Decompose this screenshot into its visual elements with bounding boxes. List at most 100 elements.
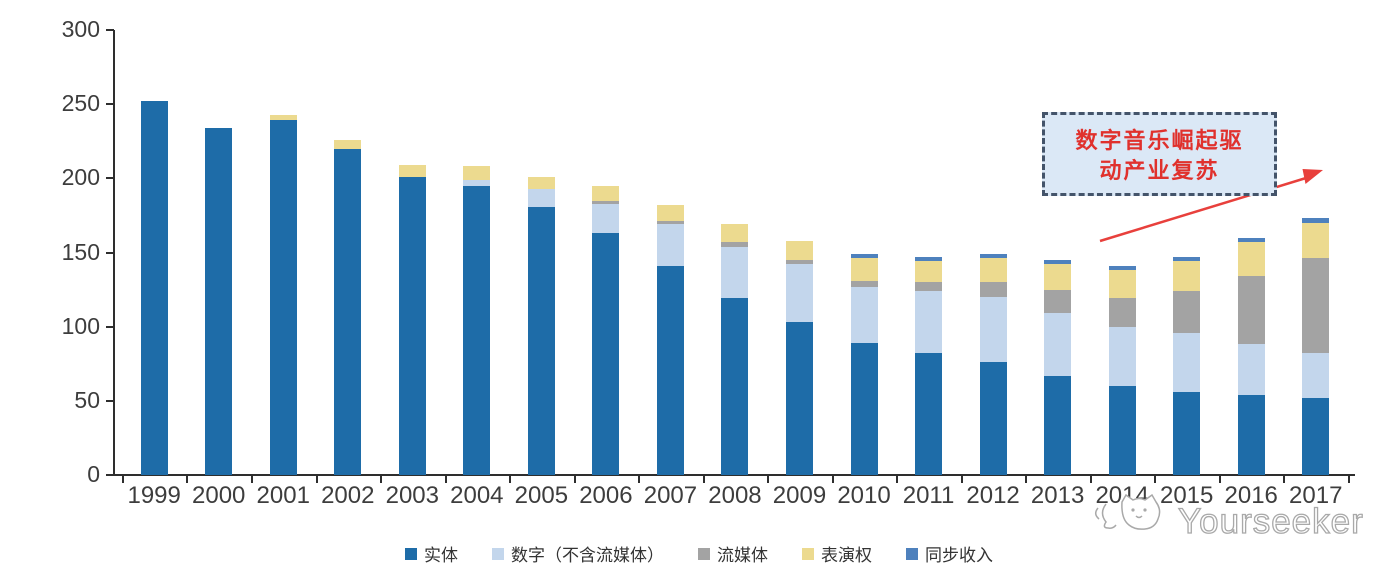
bar-segment-实体 bbox=[592, 233, 620, 475]
bar-segment-实体 bbox=[850, 343, 878, 475]
bar-segment-表演权 bbox=[1302, 223, 1330, 258]
legend-item: 实体 bbox=[405, 541, 458, 566]
x-tick-mark bbox=[250, 476, 253, 483]
bar-2001 bbox=[269, 0, 297, 475]
x-tick-label: 2012 bbox=[966, 482, 1020, 509]
bar-2006 bbox=[592, 0, 620, 475]
x-tick-label: 2000 bbox=[192, 482, 246, 509]
legend-swatch-icon bbox=[698, 547, 710, 560]
legend-item: 流媒体 bbox=[698, 541, 768, 566]
bar-segment-同步收入 bbox=[850, 254, 878, 258]
bar-segment-数字（不含流媒体） bbox=[1302, 353, 1330, 398]
bar-segment-表演权 bbox=[398, 165, 426, 177]
bar-2002 bbox=[334, 0, 362, 475]
bar-1999 bbox=[140, 0, 168, 475]
x-tick-mark bbox=[380, 476, 383, 483]
y-tick-label: 250 bbox=[61, 90, 100, 117]
bar-segment-表演权 bbox=[269, 115, 297, 120]
bar-segment-表演权 bbox=[786, 241, 813, 260]
bar-2003 bbox=[398, 0, 426, 475]
cat-face-logo-icon bbox=[1095, 494, 1161, 530]
bar-2004 bbox=[463, 0, 491, 475]
x-tick-mark bbox=[509, 476, 512, 483]
bar-segment-实体 bbox=[463, 186, 491, 475]
x-tick-label: 2010 bbox=[837, 482, 891, 509]
bar-2014 bbox=[1108, 0, 1136, 475]
bar-segment-表演权 bbox=[979, 258, 1007, 282]
bar-segment-表演权 bbox=[592, 186, 620, 201]
x-tick-label: 2001 bbox=[256, 482, 310, 509]
bar-segment-表演权 bbox=[1108, 270, 1136, 298]
x-tick-label: 2002 bbox=[321, 482, 375, 509]
bar-segment-数字（不含流媒体） bbox=[1108, 327, 1136, 386]
y-tick-mark bbox=[106, 399, 114, 402]
x-tick-label: 2007 bbox=[643, 482, 698, 509]
x-tick-mark bbox=[1283, 476, 1286, 483]
y-tick-mark bbox=[106, 474, 114, 476]
bar-segment-实体 bbox=[915, 353, 943, 475]
x-tick-label: 2013 bbox=[1030, 482, 1085, 509]
bar-2010 bbox=[850, 0, 878, 475]
x-tick-mark bbox=[767, 476, 770, 483]
y-tick-label: 50 bbox=[74, 386, 100, 413]
y-tick-label: 100 bbox=[61, 312, 100, 339]
bar-segment-流媒体 bbox=[979, 282, 1007, 297]
bar-2011 bbox=[915, 0, 943, 475]
bar-2017 bbox=[1302, 0, 1330, 475]
x-tick-mark bbox=[638, 476, 641, 483]
bar-segment-流媒体 bbox=[1108, 298, 1136, 327]
yourseeker-watermark: Yourseeker bbox=[1092, 494, 1364, 552]
watermark-text: Yourseeker bbox=[1177, 501, 1364, 541]
x-tick-mark bbox=[960, 476, 963, 483]
bar-segment-流媒体 bbox=[1302, 258, 1330, 353]
bar-segment-同步收入 bbox=[915, 257, 943, 261]
bar-segment-实体 bbox=[721, 298, 749, 475]
x-tick-label: 2011 bbox=[902, 482, 955, 509]
bar-segment-表演权 bbox=[721, 224, 749, 242]
y-tick-label: 0 bbox=[87, 461, 100, 487]
legend-label: 表演权 bbox=[821, 546, 872, 565]
bar-2000 bbox=[205, 0, 233, 475]
bar-segment-流媒体 bbox=[1044, 290, 1072, 313]
x-tick-label: 2017 bbox=[1289, 482, 1343, 509]
legend-label: 数字（不含流媒体） bbox=[511, 546, 664, 565]
bar-segment-同步收入 bbox=[979, 254, 1007, 258]
x-tick-label: 2006 bbox=[579, 482, 633, 509]
bar-segment-实体 bbox=[334, 149, 362, 475]
x-tick-label: 2005 bbox=[514, 482, 569, 509]
x-tick-mark bbox=[1348, 476, 1350, 483]
bar-segment-实体 bbox=[656, 266, 684, 475]
bar-segment-流媒体 bbox=[786, 260, 813, 264]
bar-segment-实体 bbox=[786, 322, 813, 475]
bar-2005 bbox=[527, 0, 555, 475]
y-tick-label: 150 bbox=[61, 238, 100, 265]
bar-2016 bbox=[1237, 0, 1265, 475]
y-axis bbox=[113, 30, 115, 476]
bar-2008 bbox=[721, 0, 749, 475]
x-tick-mark bbox=[121, 476, 124, 483]
bar-segment-实体 bbox=[1302, 398, 1330, 475]
x-tick-label: 2015 bbox=[1159, 482, 1214, 509]
bar-segment-实体 bbox=[527, 207, 555, 475]
legend-label: 同步收入 bbox=[925, 546, 993, 565]
legend-label: 流媒体 bbox=[717, 546, 768, 565]
bar-segment-实体 bbox=[269, 120, 297, 475]
bar-segment-实体 bbox=[1044, 376, 1072, 475]
bar-2013 bbox=[1044, 0, 1072, 475]
x-tick-mark bbox=[573, 476, 576, 483]
y-tick-mark bbox=[106, 325, 114, 328]
x-tick-mark bbox=[444, 476, 447, 483]
bar-segment-数字（不含流媒体） bbox=[1044, 313, 1072, 376]
bar-segment-数字（不含流媒体） bbox=[592, 204, 620, 233]
x-tick-mark bbox=[896, 476, 899, 483]
x-tick-label: 1999 bbox=[127, 482, 181, 509]
bar-segment-数字（不含流媒体） bbox=[979, 297, 1007, 362]
bar-segment-实体 bbox=[205, 128, 233, 475]
bar-segment-表演权 bbox=[527, 177, 555, 189]
legend-swatch-icon bbox=[405, 547, 417, 560]
bar-segment-表演权 bbox=[1237, 242, 1265, 276]
legend-item: 表演权 bbox=[802, 541, 872, 566]
bar-segment-流媒体 bbox=[850, 281, 878, 287]
bar-segment-表演权 bbox=[656, 205, 684, 221]
x-tick-mark bbox=[1089, 476, 1092, 483]
